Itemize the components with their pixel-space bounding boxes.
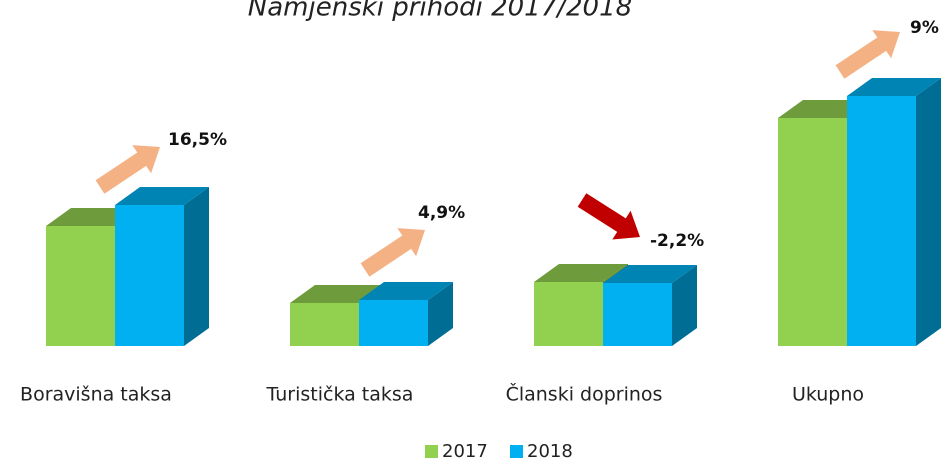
bar (46, 226, 115, 346)
legend-label: 2017 (442, 441, 488, 462)
annotation: 9% (910, 18, 939, 38)
legend-swatch (425, 445, 438, 458)
bar-side (428, 282, 453, 346)
bar (290, 303, 359, 346)
change-arrow (360, 228, 425, 277)
bar-top (115, 187, 209, 205)
bar-top (603, 265, 697, 283)
annotation: -2,2% (650, 231, 704, 251)
legend-label: 2018 (527, 441, 573, 462)
annotation: 4,9% (418, 203, 465, 223)
bar-top (290, 285, 384, 303)
bar (359, 300, 428, 346)
change-arrow (577, 193, 640, 240)
annotation: 16,5% (168, 130, 227, 150)
chart-title: Namjenski prihodi 2017/2018 (248, 0, 632, 23)
x-tick-label: Turistička taksa (266, 384, 414, 406)
bar (534, 282, 603, 346)
x-tick-label: Boravišna taksa (20, 384, 172, 406)
bar (603, 283, 672, 346)
bar-side (184, 187, 209, 346)
bar (115, 205, 184, 346)
x-tick-label: Članski doprinos (506, 382, 663, 406)
bar-top (534, 264, 628, 282)
bar (847, 96, 916, 346)
bar-side (916, 78, 941, 346)
legend-swatch (510, 445, 523, 458)
bar-top (359, 282, 453, 300)
x-tick-label: Ukupno (792, 384, 864, 406)
bar-side (672, 265, 697, 346)
change-arrow (835, 30, 900, 79)
change-arrow (95, 145, 160, 194)
bar (778, 118, 847, 346)
bar-top (847, 78, 941, 96)
